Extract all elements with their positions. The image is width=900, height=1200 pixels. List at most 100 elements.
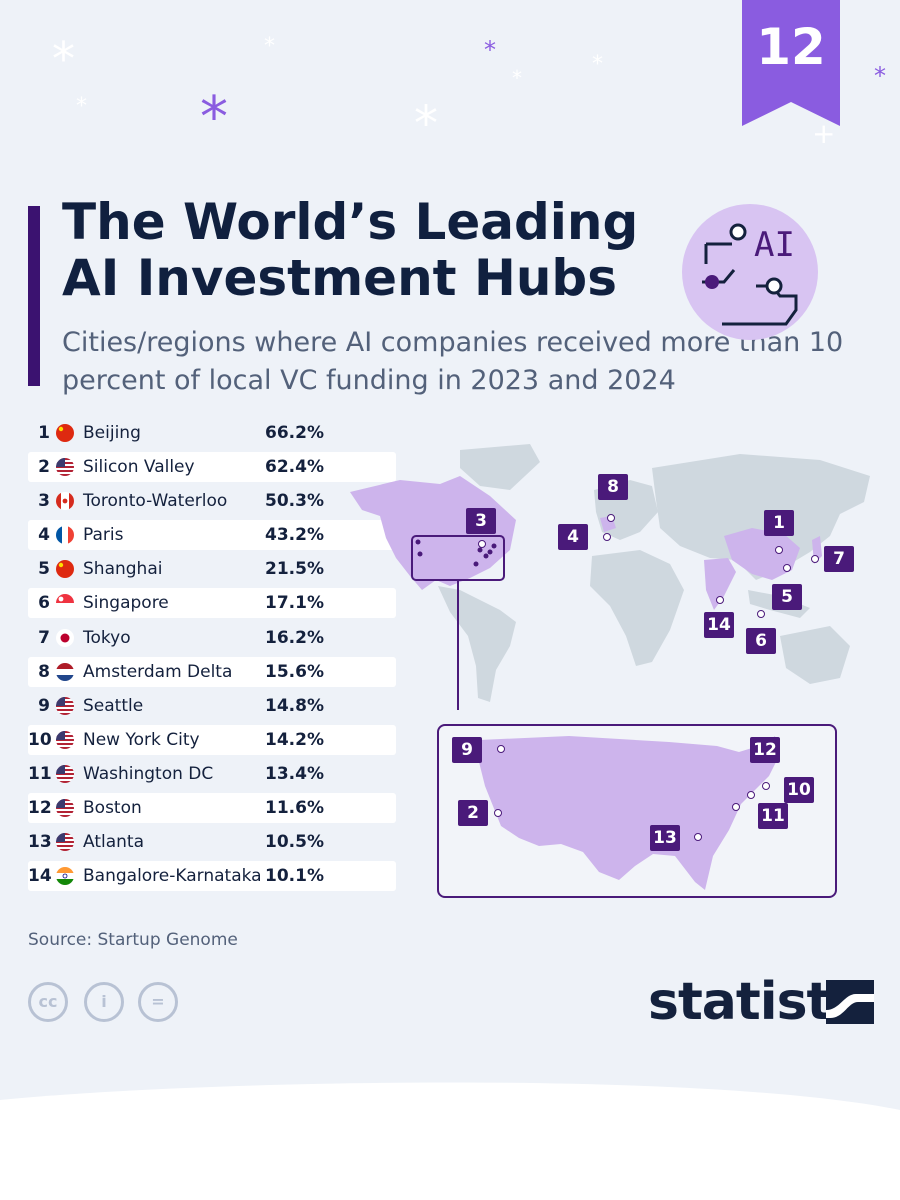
jp-flag-icon	[56, 628, 74, 647]
city-name: Atlanta	[83, 832, 144, 853]
table-row: 12 Boston 11.6%	[28, 793, 396, 824]
sparkle-icon: *	[76, 94, 87, 119]
page-title: The World’s Leading AI Investment Hubs	[62, 193, 639, 307]
city-name: Washington DC	[83, 763, 214, 784]
world-map	[350, 444, 870, 710]
table-row: 1 Beijing 66.2%	[28, 418, 396, 448]
sparkle-icon: *	[512, 66, 522, 90]
us-flag-icon	[56, 833, 74, 852]
city-name: Bangalore-Karnataka	[83, 866, 262, 887]
map-marker: 8	[598, 474, 628, 500]
us-flag-icon	[56, 799, 74, 818]
decorative-wave	[0, 1082, 900, 1200]
table-row: 3 Toronto-Waterloo 50.3%	[28, 486, 396, 516]
map-marker: 6	[746, 628, 776, 654]
funding-share: 14.2%	[265, 729, 324, 750]
table-row: 5 Shanghai 21.5%	[28, 554, 396, 584]
city-name: Silicon Valley	[83, 457, 195, 478]
table-row: 13 Atlanta 10.5%	[28, 827, 396, 857]
map-marker: 2	[458, 800, 488, 826]
ranking-table: 1 Beijing 66.2% 2 Silicon Valley 62.4% 3 Toront…	[28, 418, 396, 895]
ca-flag-icon	[56, 492, 74, 511]
rank-number: 5	[38, 559, 50, 580]
city-name: Toronto-Waterloo	[83, 491, 228, 512]
rank-number: 1	[38, 423, 50, 443]
map-city-dot	[747, 791, 755, 799]
city-name: Shanghai	[83, 559, 163, 580]
map-city-dot	[478, 540, 486, 548]
funding-share: 10.5%	[265, 832, 324, 853]
map-marker: 7	[824, 546, 854, 572]
map-city-dot	[494, 809, 502, 817]
city-name: New York City	[83, 729, 200, 750]
city-name: Beijing	[83, 423, 141, 443]
us-flag-icon	[56, 458, 74, 477]
map-marker: 5	[772, 584, 802, 610]
map-city-dot	[603, 533, 611, 541]
map-marker: 9	[452, 737, 482, 763]
funding-share: 10.1%	[265, 866, 324, 887]
rank-number: 10	[28, 729, 52, 750]
table-row: 9 Seattle 14.8%	[28, 691, 396, 721]
sg-flag-icon	[56, 594, 74, 613]
table-row: 8 Amsterdam Delta 15.6%	[28, 656, 396, 687]
funding-share: 66.2%	[265, 423, 324, 443]
funding-share: 62.4%	[265, 457, 324, 478]
sparkle-icon: *	[200, 85, 228, 150]
rank-number: 14	[28, 866, 52, 887]
rank-number: 8	[38, 661, 50, 682]
ribbon-badge	[742, 0, 840, 126]
sparkle-icon: *	[592, 52, 603, 77]
ai-circuit-icon: AI	[682, 204, 818, 340]
sparkle-icon: *	[414, 96, 438, 152]
attribution-icon[interactable]: i	[84, 982, 124, 1022]
us-flag-icon	[56, 764, 74, 783]
rank-number: 7	[38, 627, 50, 648]
badge-number: 12	[756, 18, 826, 76]
funding-share: 13.4%	[265, 763, 324, 784]
city-name: Boston	[83, 798, 142, 819]
source-note: Source: Startup Genome	[28, 930, 238, 950]
rank-number: 4	[38, 525, 50, 546]
fr-flag-icon	[56, 526, 74, 545]
statista-logo-mark	[826, 980, 874, 1024]
map-city-dot	[694, 833, 702, 841]
no-derivatives-icon[interactable]: =	[138, 982, 178, 1022]
map-city-dot	[775, 546, 783, 554]
map-city-dot	[811, 555, 819, 563]
funding-share: 21.5%	[265, 559, 324, 580]
table-row: 10 New York City 14.2%	[28, 724, 396, 755]
table-row: 7 Tokyo 16.2%	[28, 623, 396, 653]
title-accent-bar	[28, 206, 40, 386]
map-city-dot	[783, 564, 791, 572]
city-name: Amsterdam Delta	[83, 661, 233, 682]
map-city-dot	[732, 803, 740, 811]
map-city-dot	[762, 782, 770, 790]
sparkle-icon: *	[874, 62, 886, 90]
funding-share: 16.2%	[265, 627, 324, 648]
creative-commons-icon[interactable]: cc	[28, 982, 68, 1022]
table-row: 6 Singapore 17.1%	[28, 588, 396, 619]
cn-flag-icon	[56, 424, 74, 442]
table-row: 11 Washington DC 13.4%	[28, 759, 396, 789]
table-row: 4 Paris 43.2%	[28, 520, 396, 551]
in-flag-icon	[56, 867, 74, 886]
rank-number: 2	[38, 457, 50, 478]
table-row: 2 Silicon Valley 62.4%	[28, 452, 396, 483]
funding-share: 50.3%	[265, 491, 324, 512]
funding-share: 11.6%	[265, 798, 324, 819]
rank-number: 13	[28, 832, 52, 853]
map-marker: 10	[784, 777, 814, 803]
rank-number: 6	[38, 593, 50, 614]
city-name: Paris	[83, 525, 124, 546]
sparkle-icon: *	[52, 32, 75, 86]
sparkle-icon: *	[264, 34, 275, 59]
city-name: Seattle	[83, 695, 144, 716]
map-marker: 14	[704, 612, 734, 638]
map-marker: 3	[466, 508, 496, 534]
us-flag-icon	[56, 696, 74, 715]
us-flag-icon	[56, 730, 74, 749]
table-row: 14 Bangalore-Karnataka 10.1%	[28, 861, 396, 892]
map-marker: 4	[558, 524, 588, 550]
rank-number: 9	[38, 695, 50, 716]
